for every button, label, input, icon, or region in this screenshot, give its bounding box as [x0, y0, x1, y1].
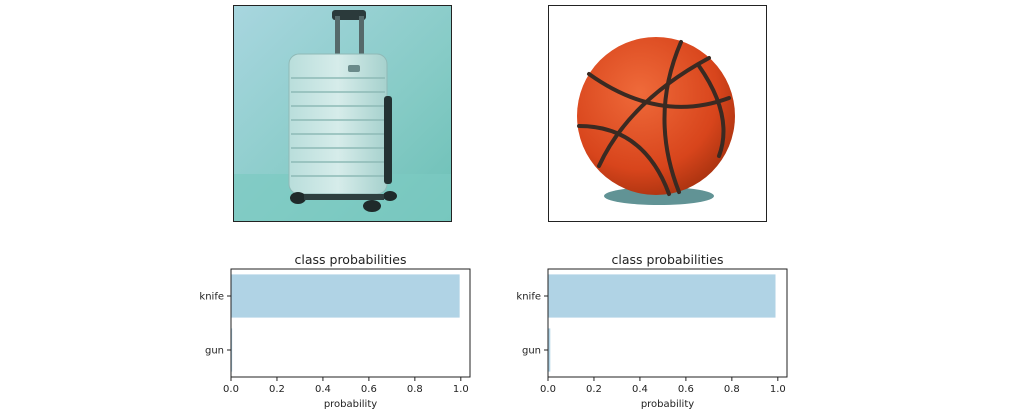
- xtick-label-0.0: 0.0: [540, 384, 556, 395]
- xtick-label-0.0: 0.0: [223, 384, 239, 395]
- class-probabilities-chart-left: class probabilities knife gun 0.0 0.2 0.4 0.6 0…: [199, 252, 471, 410]
- chart-title: class probabilities: [612, 252, 724, 267]
- xtick-label-0.2: 0.2: [269, 384, 285, 395]
- class-probabilities-chart-right: class probabilities knife gun 0.0 0.2 0.4 0.6 0…: [516, 252, 788, 410]
- suitcase-illustration: [234, 6, 451, 221]
- xtick-label-0.2: 0.2: [586, 384, 602, 395]
- xtick-label-0.4: 0.4: [315, 384, 331, 395]
- xtick-label-0.8: 0.8: [724, 384, 740, 395]
- xtick-label-1.0: 1.0: [453, 384, 469, 395]
- bar-gun: [231, 328, 233, 372]
- bar-knife: [548, 274, 776, 318]
- basketball-image: [548, 5, 767, 222]
- basketball-illustration: [549, 6, 766, 221]
- xtick-label-0.4: 0.4: [632, 384, 648, 395]
- xtick-label-0.8: 0.8: [407, 384, 423, 395]
- ytick-label-gun: gun: [522, 346, 541, 357]
- plot-frame: [230, 268, 471, 378]
- ytick-label-knife: knife: [199, 292, 224, 303]
- x-axis-label: probability: [324, 399, 377, 410]
- xtick-label-0.6: 0.6: [361, 384, 377, 395]
- bar-gun: [548, 328, 551, 372]
- bar-knife: [231, 274, 460, 318]
- xtick-label-0.6: 0.6: [678, 384, 694, 395]
- ytick-label-gun: gun: [205, 346, 224, 357]
- ytick-label-knife: knife: [516, 292, 541, 303]
- chart-title: class probabilities: [295, 252, 407, 267]
- suitcase-image: [233, 5, 452, 222]
- plot-frame: [547, 268, 788, 378]
- xtick-label-1.0: 1.0: [770, 384, 786, 395]
- x-axis-label: probability: [641, 399, 694, 410]
